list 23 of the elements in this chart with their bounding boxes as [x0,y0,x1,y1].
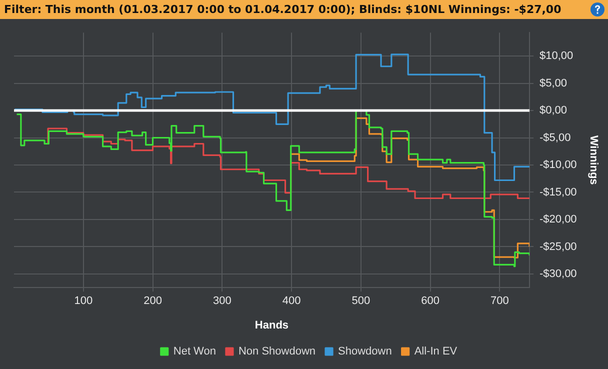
y-tick-label: -$15,00 [539,186,577,198]
x-tick-label: 400 [282,295,301,308]
y-tick-label: $0,00 [539,104,568,117]
y-tick-label: $5,00 [539,77,568,90]
legend-label: Showdown [338,346,392,358]
x-tick-label: 600 [421,295,440,308]
x-tick-label: 200 [144,295,162,308]
y-tick-label: -$10,00 [539,159,577,172]
legend-label: All-In EV [414,346,458,358]
x-tick-label: 100 [74,295,93,308]
chart-title: Filter: This month (01.03.2017 0:00 to 01.04.2017 0:00); Blinds: $10NL Winnings: -$27,00 [0,0,608,19]
y-tick-label: -$5,00 [539,132,571,144]
x-axis-title: Hands [254,319,289,332]
x-tick-label: 500 [352,295,370,308]
y-tick-label: $10,00 [539,50,574,62]
legend-label: Net Won [173,346,216,358]
y-tick-label: -$25,00 [539,240,577,253]
y-tick-label: -$20,00 [539,214,577,226]
y-axis-title: Winnings [587,135,600,185]
x-tick-label: 700 [490,295,509,308]
y-tick-label: -$30,00 [539,268,577,280]
x-tick-label: 300 [212,295,232,308]
legend-label: Non Showdown [238,346,316,358]
